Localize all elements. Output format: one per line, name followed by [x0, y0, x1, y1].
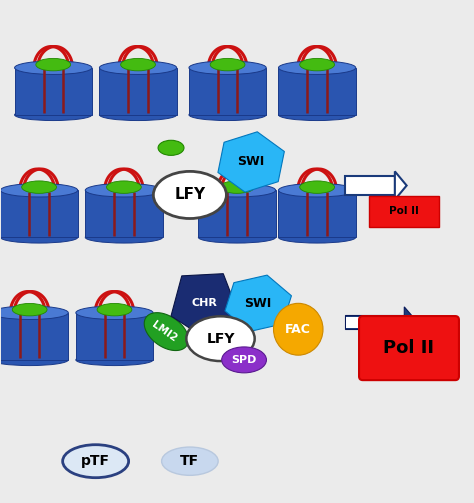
Bar [15, 68, 92, 115]
Ellipse shape [198, 184, 276, 197]
Bar [100, 68, 177, 115]
Ellipse shape [0, 306, 68, 319]
Ellipse shape [97, 303, 132, 316]
Bar [346, 176, 395, 195]
Ellipse shape [273, 303, 323, 355]
Ellipse shape [300, 58, 335, 71]
Ellipse shape [76, 306, 153, 319]
Ellipse shape [189, 61, 266, 74]
Text: TF: TF [180, 454, 200, 468]
Bar [189, 68, 266, 115]
Text: Pol II: Pol II [383, 339, 435, 357]
Ellipse shape [22, 181, 56, 193]
Polygon shape [395, 172, 407, 200]
Ellipse shape [162, 447, 218, 475]
Ellipse shape [107, 181, 141, 193]
Text: LFY: LFY [174, 188, 205, 202]
Ellipse shape [300, 181, 335, 193]
Ellipse shape [15, 109, 92, 121]
Ellipse shape [12, 303, 47, 316]
Bar [346, 316, 396, 328]
Polygon shape [218, 132, 284, 192]
Ellipse shape [222, 347, 266, 373]
Text: SWI: SWI [245, 297, 272, 310]
Ellipse shape [189, 109, 266, 121]
Text: Pol II: Pol II [389, 206, 419, 216]
Ellipse shape [278, 232, 356, 243]
FancyBboxPatch shape [359, 316, 459, 380]
Polygon shape [225, 275, 292, 331]
Ellipse shape [76, 354, 153, 366]
Ellipse shape [0, 184, 78, 197]
Ellipse shape [158, 140, 184, 155]
Ellipse shape [121, 58, 155, 71]
Text: LFY: LFY [206, 331, 235, 346]
Ellipse shape [85, 232, 163, 243]
Text: pTF: pTF [81, 454, 110, 468]
Polygon shape [171, 274, 238, 339]
Ellipse shape [0, 232, 78, 243]
Text: SWI: SWI [237, 155, 265, 169]
Ellipse shape [15, 61, 92, 74]
Polygon shape [144, 313, 188, 351]
Ellipse shape [278, 184, 356, 197]
Bar [198, 190, 276, 237]
Bar [278, 68, 356, 115]
Ellipse shape [278, 109, 356, 121]
Ellipse shape [210, 58, 245, 71]
FancyBboxPatch shape [369, 196, 439, 226]
Ellipse shape [85, 184, 163, 197]
Text: CHR: CHR [191, 298, 217, 308]
Ellipse shape [63, 445, 128, 478]
Ellipse shape [100, 109, 177, 121]
Bar [0, 313, 68, 360]
Text: LMI2: LMI2 [150, 319, 178, 344]
Bar [278, 190, 356, 237]
Bar [0, 190, 78, 237]
Ellipse shape [0, 354, 68, 366]
Ellipse shape [219, 181, 255, 193]
Text: FAC: FAC [285, 323, 311, 336]
Ellipse shape [278, 61, 356, 74]
Bar [85, 190, 163, 237]
Ellipse shape [198, 232, 276, 243]
Ellipse shape [36, 58, 71, 71]
Ellipse shape [100, 61, 177, 74]
Ellipse shape [186, 316, 255, 361]
Bar [346, 315, 404, 329]
Text: SPD: SPD [231, 355, 257, 365]
Bar [76, 313, 153, 360]
Ellipse shape [154, 172, 227, 218]
Polygon shape [404, 307, 418, 338]
